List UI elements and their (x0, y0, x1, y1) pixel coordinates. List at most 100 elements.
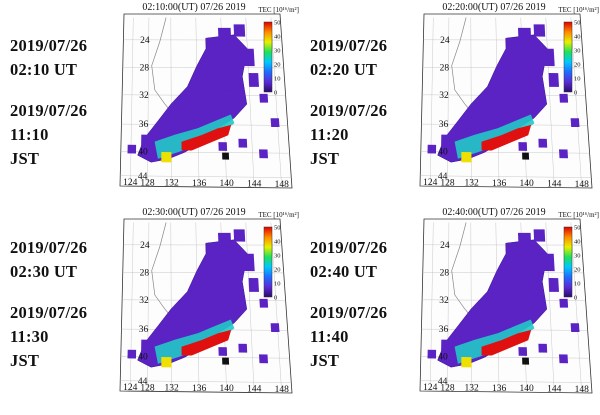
tec-cell (234, 24, 246, 36)
tec-cell (259, 94, 268, 103)
colorbar (264, 22, 272, 92)
latitude-tick-label: 36 (139, 325, 149, 335)
tec-cell (241, 254, 255, 271)
longitude-tick-label: 148 (275, 180, 290, 190)
colorbar-tick-label: 40 (274, 34, 281, 41)
latitude-tick-label: 36 (139, 120, 149, 130)
map-title: 02:20:00(UT) 07/26 2019 (442, 2, 545, 13)
tec-cell (471, 111, 484, 125)
longitude-tick-label: 144 (247, 385, 262, 395)
latitude-tick-label: 36 (439, 120, 449, 130)
ut-time: 02:30 UT (10, 260, 128, 284)
colorbar-label: TEC [10¹⁶/m²] (558, 211, 599, 219)
longitude-tick-label: 140 (219, 179, 234, 189)
colorbar-tick-label: 50 (574, 225, 581, 232)
tec-cell (461, 357, 471, 367)
tec-panel: 2019/07/26 02:40 UT 2019/07/26 11:40 JST… (300, 205, 600, 410)
latitude-tick-label: 36 (439, 325, 449, 335)
tec-cell (128, 145, 137, 154)
tec-cell (428, 145, 437, 154)
tec-cell (534, 229, 546, 241)
longitude-tick-label: 124 (423, 383, 438, 393)
colorbar-tick-label: 20 (274, 267, 281, 274)
longitude-tick-label: 124 (423, 178, 438, 188)
colorbar-label: TEC [10¹⁶/m²] (258, 211, 299, 219)
time-label-block: 2019/07/26 02:10 UT 2019/07/26 11:10 JST (10, 34, 128, 171)
tec-cell (161, 152, 171, 162)
latitude-tick-label: 40 (138, 148, 148, 158)
map-title: 02:40:00(UT) 07/26 2019 (442, 207, 545, 218)
tec-cell (523, 76, 538, 90)
latitude-tick-label: 40 (438, 148, 448, 158)
tec-cell (518, 233, 531, 247)
tec-cell (210, 90, 227, 107)
jst-date: 2019/07/26 (10, 301, 128, 325)
tec-cell (128, 350, 137, 359)
colorbar (564, 22, 572, 92)
latitude-tick-label: 32 (439, 296, 449, 306)
tec-cell (210, 295, 227, 312)
longitude-tick-label: 132 (164, 384, 179, 394)
longitude-tick-label: 132 (464, 179, 479, 189)
longitude-tick-label: 140 (519, 384, 534, 394)
tec-cell (471, 316, 484, 330)
tec-cell (518, 142, 527, 151)
tec-panel: 2019/07/26 02:10 UT 2019/07/26 11:10 JST… (0, 0, 300, 205)
colorbar (564, 227, 572, 297)
colorbar-tick-label: 30 (574, 253, 581, 260)
latitude-tick-label: 32 (139, 91, 149, 101)
map-title: 02:30:00(UT) 07/26 2019 (142, 207, 245, 218)
colorbar-tick-label: 40 (574, 34, 581, 41)
tec-cell (141, 135, 153, 147)
tec-cell (218, 233, 231, 247)
latitude-tick-label: 28 (440, 268, 450, 278)
tec-cell (571, 323, 580, 332)
colorbar-tick-label: 0 (574, 90, 577, 97)
tec-cell (461, 152, 471, 162)
ut-time: 02:20 UT (310, 58, 428, 82)
longitude-tick-label: 148 (275, 385, 290, 395)
ut-date: 2019/07/26 (310, 236, 428, 260)
colorbar-tick-label: 20 (574, 267, 581, 274)
tec-cell (234, 229, 246, 241)
longitude-tick-label: 128 (440, 383, 455, 393)
tec-cell (522, 153, 529, 160)
jst-label: JST (310, 147, 428, 171)
tec-cell (549, 73, 559, 87)
tec-cell (523, 281, 538, 295)
tec-cell (510, 295, 527, 312)
latitude-tick-label: 32 (439, 91, 449, 101)
colorbar-tick-label: 30 (274, 253, 281, 260)
tec-cell (171, 316, 184, 330)
latitude-tick-label: 24 (140, 241, 150, 251)
tec-cell (161, 357, 171, 367)
tec-cell (534, 24, 546, 36)
tec-cell (518, 28, 531, 42)
tec-cell (441, 340, 453, 352)
tec-cell (171, 111, 184, 125)
longitude-tick-label: 148 (575, 180, 590, 190)
longitude-tick-label: 148 (575, 385, 590, 395)
colorbar-tick-label: 0 (574, 295, 577, 302)
tec-cell (571, 118, 580, 127)
colorbar-label: TEC [10¹⁶/m²] (558, 6, 599, 14)
longitude-tick-label: 132 (464, 384, 479, 394)
ut-date: 2019/07/26 (10, 34, 128, 58)
longitude-tick-label: 136 (192, 179, 207, 189)
map-title: 02:10:00(UT) 07/26 2019 (142, 2, 245, 13)
colorbar-tick-label: 50 (574, 20, 581, 27)
jst-time: 11:10 (10, 123, 128, 147)
tec-cell (559, 354, 568, 363)
jst-date: 2019/07/26 (10, 99, 128, 123)
tec-panel: 2019/07/26 02:30 UT 2019/07/26 11:30 JST… (0, 205, 300, 410)
latitude-tick-label: 40 (438, 353, 448, 363)
colorbar-label: TEC [10¹⁶/m²] (258, 6, 299, 14)
tec-cell (259, 354, 268, 363)
time-label-block: 2019/07/26 02:20 UT 2019/07/26 11:20 JST (310, 34, 428, 171)
colorbar-tick-label: 10 (574, 76, 581, 83)
colorbar-tick-label: 10 (574, 281, 581, 288)
